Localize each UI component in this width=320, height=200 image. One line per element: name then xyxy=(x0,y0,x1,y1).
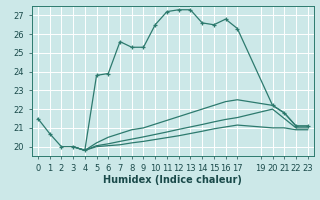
X-axis label: Humidex (Indice chaleur): Humidex (Indice chaleur) xyxy=(103,175,242,185)
